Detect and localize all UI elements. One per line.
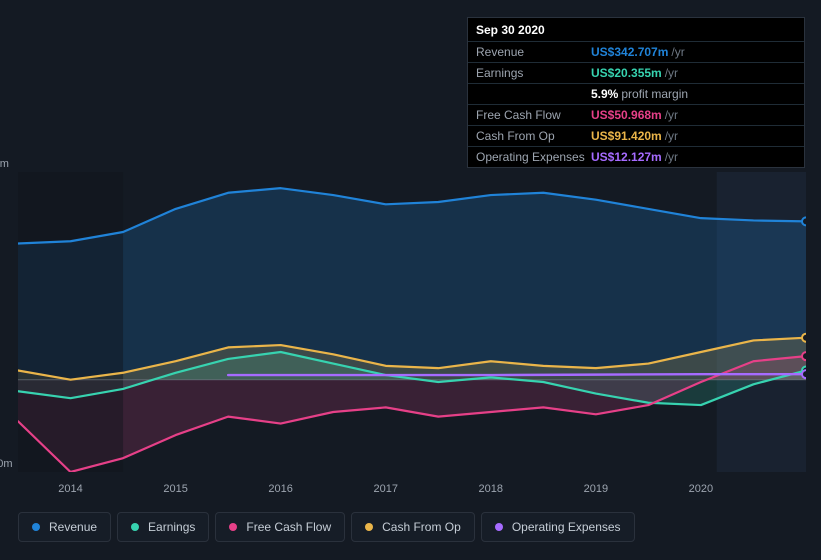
tooltip: Sep 30 2020 RevenueUS$342.707m/yrEarning…	[467, 17, 805, 168]
tooltip-row-label: Cash From Op	[476, 129, 591, 143]
legend-swatch	[131, 523, 139, 531]
legend-label: Cash From Op	[382, 520, 461, 534]
legend-item-earnings[interactable]: Earnings	[117, 512, 209, 542]
legend-item-cfo[interactable]: Cash From Op	[351, 512, 475, 542]
tooltip-row-value: US$20.355m/yr	[591, 66, 678, 80]
legend-swatch	[229, 523, 237, 531]
x-axis-tick: 2014	[58, 483, 82, 495]
tooltip-row-label: Operating Expenses	[476, 150, 591, 164]
tooltip-row-label: Earnings	[476, 66, 591, 80]
x-axis-tick: 2017	[373, 483, 397, 495]
tooltip-row-revenue: RevenueUS$342.707m/yr	[468, 42, 804, 63]
legend-label: Revenue	[49, 520, 97, 534]
chart-container: US$450mUS$0-US$200m 20142015201620172018…	[0, 0, 821, 560]
x-axis-tick: 2018	[479, 483, 503, 495]
tooltip-row-earnings: EarningsUS$20.355m/yr	[468, 63, 804, 84]
tooltip-row-value: US$12.127m/yr	[591, 150, 678, 164]
tooltip-row-value: US$50.968m/yr	[591, 108, 678, 122]
x-axis-tick: 2020	[689, 483, 713, 495]
legend-swatch	[495, 523, 503, 531]
x-axis-tick: 2019	[584, 483, 608, 495]
legend-label: Earnings	[148, 520, 195, 534]
legend-item-fcf[interactable]: Free Cash Flow	[215, 512, 345, 542]
tooltip-row-opex: Operating ExpensesUS$12.127m/yr	[468, 147, 804, 167]
tooltip-row-fcf: Free Cash FlowUS$50.968m/yr	[468, 105, 804, 126]
x-axis-tick: 2015	[163, 483, 187, 495]
tooltip-row-value: US$91.420m/yr	[591, 129, 678, 143]
y-axis-tick: US$450m	[0, 158, 40, 170]
legend-item-opex[interactable]: Operating Expenses	[481, 512, 635, 542]
x-axis-tick: 2016	[268, 483, 292, 495]
legend-label: Operating Expenses	[512, 520, 621, 534]
legend-swatch	[365, 523, 373, 531]
tooltip-row-label: Free Cash Flow	[476, 108, 591, 122]
legend: Revenue Earnings Free Cash Flow Cash From O…	[18, 512, 635, 542]
tooltip-row-value: US$342.707m/yr	[591, 45, 685, 59]
plot-area[interactable]	[18, 172, 806, 472]
tooltip-row-earnings-sub: 5.9%profit margin	[468, 84, 804, 105]
tooltip-date: Sep 30 2020	[468, 18, 804, 42]
legend-swatch	[32, 523, 40, 531]
legend-label: Free Cash Flow	[246, 520, 331, 534]
legend-item-revenue[interactable]: Revenue	[18, 512, 111, 542]
tooltip-row-label: Revenue	[476, 45, 591, 59]
tooltip-row-cfo: Cash From OpUS$91.420m/yr	[468, 126, 804, 147]
